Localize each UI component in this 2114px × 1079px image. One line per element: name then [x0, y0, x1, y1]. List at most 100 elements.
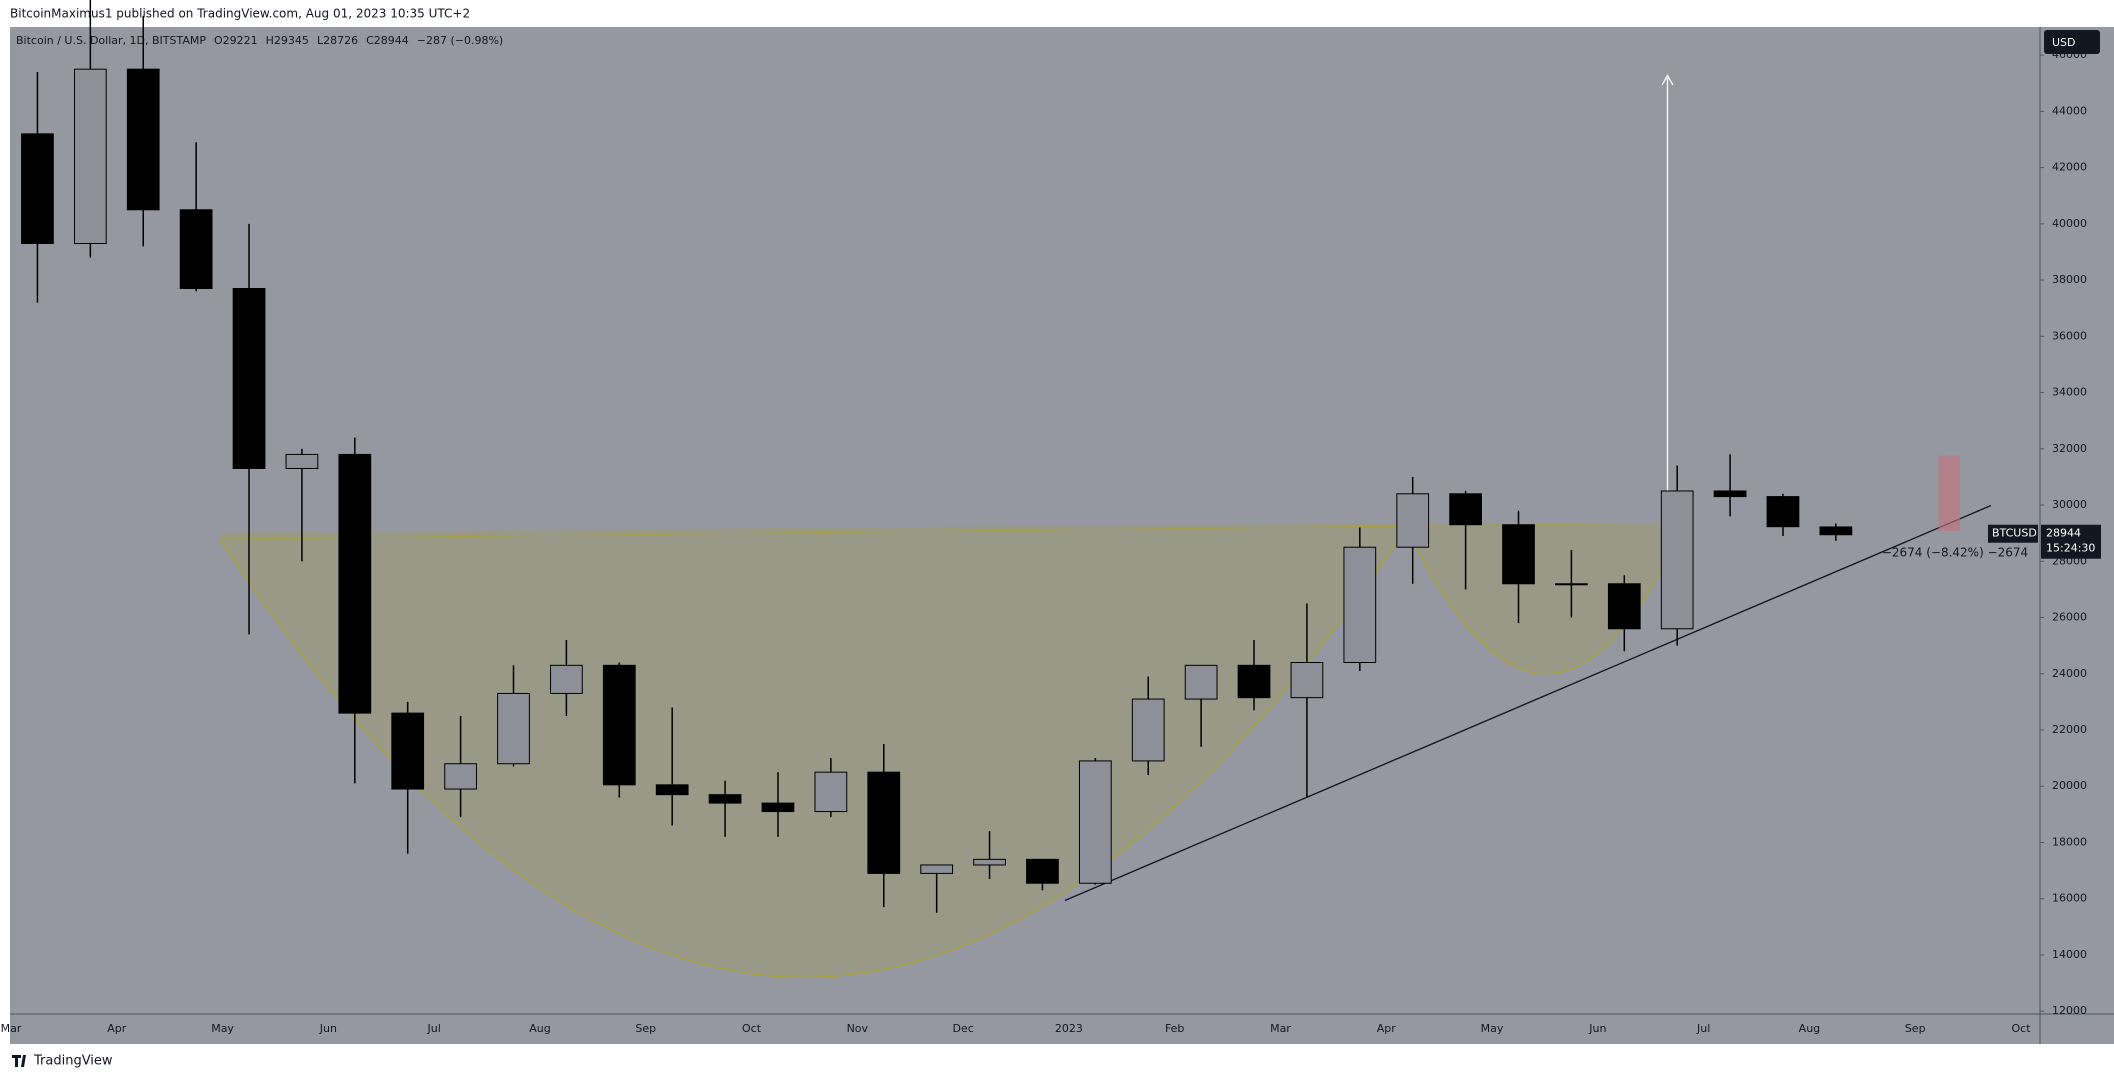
- x-tick-label: Jun: [319, 1022, 337, 1035]
- y-tick-label: 32000: [2052, 442, 2087, 455]
- x-tick-label: Sep: [1905, 1022, 1926, 1035]
- y-tick-label: 22000: [2052, 723, 2087, 736]
- candle-body: [1290, 662, 1324, 699]
- candle-body: [550, 664, 583, 694]
- price-box: [2041, 524, 2101, 559]
- candle-body: [232, 288, 266, 469]
- symbol-box: [1988, 524, 2038, 543]
- candle-body: [21, 133, 54, 245]
- ohlc-value: 28726: [323, 34, 358, 47]
- ohlc-value: 29221: [223, 34, 258, 47]
- candle-body: [73, 68, 107, 245]
- candle-body: [1660, 490, 1694, 630]
- candle-body: [1607, 583, 1641, 630]
- x-tick-label: Mar: [1, 1022, 22, 1035]
- measure-label: −2674 (−8.42%) −2674: [1882, 546, 2028, 560]
- trendline: [1064, 504, 1992, 902]
- x-tick-label: Jun: [1588, 1022, 1606, 1035]
- publisher-line: BitcoinMaximus1 published on TradingView…: [10, 7, 470, 21]
- candle-body: [1131, 698, 1165, 762]
- last-price: 28944: [2046, 527, 2081, 540]
- x-tick-label: Sep: [635, 1022, 656, 1035]
- x-tick-label: Dec: [952, 1022, 973, 1035]
- currency-label[interactable]: USD: [2052, 36, 2076, 49]
- candle-body: [1502, 524, 1535, 585]
- x-tick-label: Jul: [1696, 1022, 1710, 1035]
- x-tick-label: May: [1481, 1022, 1504, 1035]
- currency-button[interactable]: [2044, 30, 2100, 54]
- x-tick-label: Jul: [427, 1022, 441, 1035]
- legend-text: Bitcoin / U.S. Dollar, 1D, BITSTAMP O2922…: [16, 34, 503, 47]
- candle-body: [1078, 760, 1112, 884]
- y-tick-label: 34000: [2052, 386, 2087, 399]
- legend-header: Bitcoin / U.S. Dollar, 1D, BITSTAMP O2922…: [16, 34, 503, 47]
- candle-body: [761, 802, 795, 813]
- brand-logo: [12, 1055, 26, 1067]
- candle-body: [973, 858, 1006, 866]
- candle-body: [602, 664, 636, 786]
- y-tick-label: 42000: [2052, 161, 2087, 174]
- x-tick-label: Apr: [107, 1022, 127, 1035]
- candle-body: [708, 794, 742, 804]
- candle-body: [1713, 490, 1747, 498]
- candle-body: [126, 68, 160, 211]
- candle-body: [1343, 546, 1377, 664]
- y-tick-label: 38000: [2052, 273, 2087, 286]
- candle-body: [1449, 493, 1482, 526]
- ohlc-value: 28944: [374, 34, 409, 47]
- candle-body: [497, 692, 530, 765]
- x-tick-label: Aug: [529, 1022, 550, 1035]
- x-tick-label: Aug: [1799, 1022, 1820, 1035]
- y-tick-label: 16000: [2052, 892, 2087, 905]
- candle-body: [1555, 583, 1588, 586]
- y-tick-label: 14000: [2052, 948, 2087, 961]
- x-tick-label: Apr: [1377, 1022, 1397, 1035]
- legend-title: Bitcoin / U.S. Dollar, 1D, BITSTAMP: [16, 34, 206, 47]
- y-tick-label: 40000: [2052, 217, 2087, 230]
- candle-body: [179, 209, 213, 290]
- candle-body: [920, 864, 954, 874]
- candle-body: [1026, 858, 1059, 884]
- candle-body: [814, 771, 848, 813]
- y-tick-label: 44000: [2052, 104, 2087, 117]
- ohlc-letter: L: [317, 34, 324, 47]
- candle-body: [391, 712, 425, 790]
- x-tick-label: Feb: [1165, 1022, 1184, 1035]
- y-tick-label: 36000: [2052, 329, 2087, 342]
- candle-body: [867, 771, 901, 874]
- price-axis: [2040, 27, 2114, 1014]
- ohlc-letter: O: [214, 34, 223, 47]
- change: −287 (−0.98%): [417, 34, 503, 47]
- candle-body: [1396, 493, 1430, 548]
- candle-body: [285, 453, 319, 469]
- x-tick-label: May: [211, 1022, 234, 1035]
- x-tick-label: Oct: [2011, 1022, 2031, 1035]
- y-tick-label: 26000: [2052, 611, 2087, 624]
- candle-body: [1766, 496, 1800, 528]
- candle-body: [444, 763, 477, 790]
- y-tick-label: 20000: [2052, 779, 2087, 792]
- measure-box: [1938, 455, 1960, 532]
- x-tick-label: 2023: [1055, 1022, 1083, 1035]
- ohlc-value: 29345: [274, 34, 309, 47]
- y-tick-label: 24000: [2052, 667, 2087, 680]
- countdown: 15:24:30: [2046, 542, 2095, 555]
- ohlc-letter: C: [366, 34, 374, 47]
- handle-curve: [1408, 522, 1686, 675]
- candle-body: [338, 453, 372, 714]
- x-tick-label: Oct: [742, 1022, 762, 1035]
- symbol-label: BTCUSD: [1992, 527, 2037, 540]
- y-tick-label: 30000: [2052, 498, 2087, 511]
- brand: TradingView: [33, 1054, 113, 1069]
- candle-body: [1237, 664, 1271, 699]
- x-tick-label: Nov: [847, 1022, 869, 1035]
- y-ticks: 12000 14000 16000 18000 20000 22000 24000 26000…: [2040, 48, 2087, 1017]
- candles: [21, 0, 1853, 913]
- neckline: [219, 522, 1686, 540]
- time-axis: [10, 1014, 2114, 1044]
- candle-body: [1819, 526, 1853, 536]
- y-tick-label: 12000: [2052, 1004, 2087, 1017]
- ohlc-letter: H: [266, 34, 274, 47]
- y-tick-label: 18000: [2052, 835, 2087, 848]
